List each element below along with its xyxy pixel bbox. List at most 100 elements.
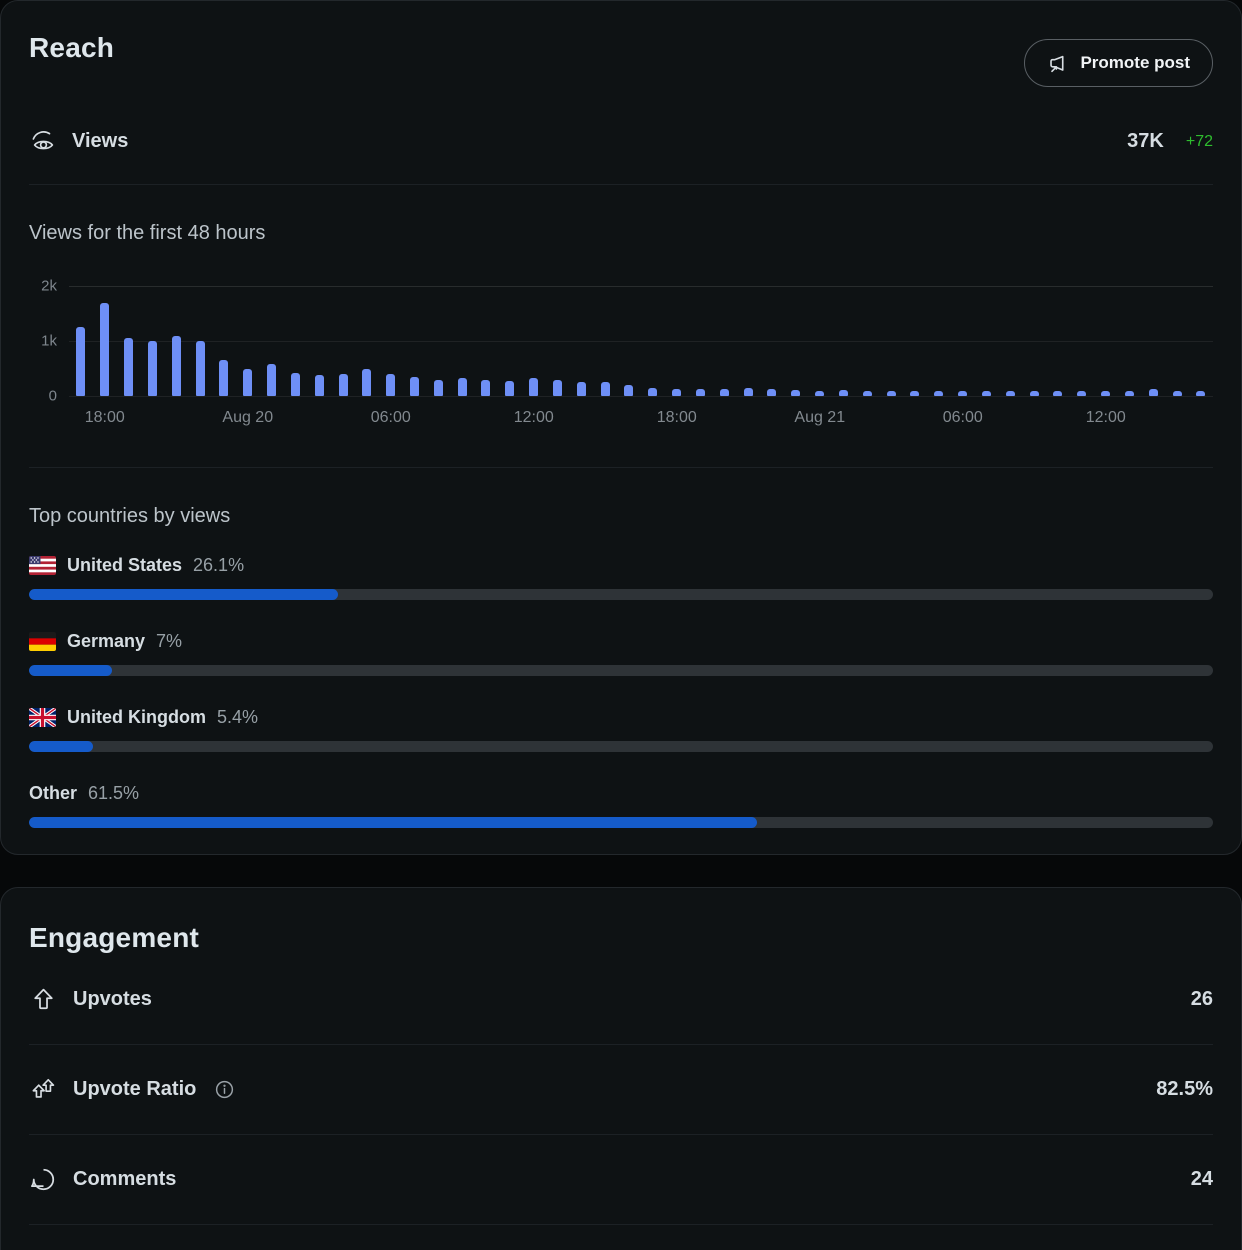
engagement-card: Engagement Upvotes 26 Upvote Ratio	[0, 887, 1242, 1250]
reach-title: Reach	[29, 32, 115, 63]
x-tick-label: 06:00	[370, 409, 411, 426]
views-bar[interactable]	[1124, 391, 1134, 396]
views-bar[interactable]	[648, 387, 658, 396]
views-bar[interactable]	[600, 382, 610, 396]
views-bar[interactable]	[481, 379, 491, 396]
views-bar[interactable]	[505, 380, 515, 396]
views-bar[interactable]	[886, 391, 896, 396]
views-bar[interactable]	[195, 341, 205, 396]
upvote-ratio-row: Upvote Ratio 82.5%	[29, 1045, 1213, 1135]
chart-bars	[69, 286, 1213, 396]
views-bar[interactable]	[243, 368, 253, 396]
country-percent: 26.1%	[193, 554, 245, 575]
views-bar[interactable]	[934, 391, 944, 396]
reach-card: Reach Promote post Views 37K	[0, 0, 1242, 855]
progress-fill	[29, 817, 758, 828]
views-row: Views 37K +72	[29, 127, 1213, 156]
upvote-ratio-value: 82.5%	[1156, 1078, 1213, 1100]
engagement-title: Engagement	[29, 922, 200, 953]
views-bar[interactable]	[410, 376, 419, 396]
views-bar[interactable]	[1029, 391, 1039, 396]
views-plot	[69, 286, 1213, 397]
upvotes-row: Upvotes 26	[29, 955, 1213, 1045]
x-tick-label: 18:00	[656, 409, 697, 426]
comments-label: Comments	[73, 1168, 177, 1190]
country-row-other: Other 61.5%	[29, 780, 1213, 828]
views-bar[interactable]	[552, 379, 562, 396]
comments-value: 24	[1190, 1168, 1213, 1190]
gb-flag-icon	[29, 707, 56, 727]
views-bar[interactable]	[1148, 389, 1158, 396]
progress-fill	[29, 589, 339, 600]
progress-track	[29, 589, 1213, 600]
views-bar[interactable]	[290, 372, 300, 396]
views-bar[interactable]	[719, 388, 729, 396]
progress-track	[29, 741, 1213, 752]
country-row-united-states: United States 26.1%	[29, 552, 1213, 600]
views-bar[interactable]	[981, 390, 991, 396]
views-chart: 2k 1k 0 18:00 Aug 20 06:00 12:00 18:00 Aug 21…	[29, 278, 1213, 431]
views-bar[interactable]	[124, 338, 134, 396]
views-bar[interactable]	[457, 378, 467, 396]
chart-x-axis: 18:00 Aug 20 06:00 12:00 18:00 Aug 21 06:00 12:…	[69, 409, 1213, 431]
views-bar[interactable]	[529, 378, 539, 396]
x-tick-label: 12:00	[1085, 409, 1126, 426]
us-flag-icon	[29, 555, 56, 575]
views-bar[interactable]	[815, 390, 825, 396]
views-bar[interactable]	[76, 327, 86, 396]
views-value: 37K	[1127, 130, 1164, 152]
views-bar[interactable]	[1005, 391, 1015, 396]
views-bar[interactable]	[576, 381, 586, 396]
info-icon[interactable]	[214, 1079, 235, 1100]
country-name: United States	[67, 554, 183, 575]
country-percent: 61.5%	[88, 782, 140, 803]
megaphone-icon	[1047, 52, 1070, 75]
views-bar[interactable]	[672, 388, 682, 396]
views-bar[interactable]	[314, 375, 324, 396]
views-bar[interactable]	[767, 388, 777, 396]
views-bar[interactable]	[1196, 391, 1206, 396]
views-bar[interactable]	[219, 360, 229, 396]
views-bar[interactable]	[1172, 391, 1182, 396]
promote-post-button[interactable]: Promote post	[1024, 39, 1213, 87]
x-tick-label: 06:00	[942, 409, 983, 426]
views-bar[interactable]	[1101, 391, 1111, 396]
views-bar[interactable]	[147, 341, 157, 396]
x-tick-label: Aug 21	[794, 409, 846, 426]
progress-track	[29, 665, 1213, 676]
y-tick-label: 2k	[41, 277, 57, 295]
views-bar[interactable]	[171, 335, 181, 396]
views-bar[interactable]	[1077, 391, 1087, 396]
views-bar[interactable]	[862, 391, 872, 396]
y-tick-label: 1k	[41, 332, 57, 350]
views-bar[interactable]	[791, 389, 801, 396]
x-tick-label: 12:00	[513, 409, 554, 426]
views-bar[interactable]	[267, 364, 277, 396]
views-bar[interactable]	[100, 302, 110, 396]
views-bar[interactable]	[338, 374, 348, 396]
x-tick-label: Aug 20	[222, 409, 274, 426]
views-bar[interactable]	[386, 374, 396, 396]
comments-row: Comments 24	[29, 1135, 1213, 1225]
views-bar[interactable]	[838, 389, 848, 396]
country-name: Germany	[67, 630, 146, 651]
country-row-germany: Germany 7%	[29, 628, 1213, 676]
views-bar[interactable]	[433, 379, 443, 396]
country-percent: 5.4%	[216, 706, 259, 727]
views-bar[interactable]	[624, 385, 634, 396]
gridline-1k	[69, 341, 1213, 342]
progress-fill	[29, 741, 93, 752]
views-bar[interactable]	[362, 368, 372, 396]
views-bar[interactable]	[958, 391, 968, 396]
views-bar[interactable]	[743, 387, 753, 396]
divider	[29, 184, 1213, 185]
country-name: United Kingdom	[67, 706, 206, 727]
countries-title: Top countries by views	[29, 505, 231, 527]
upvote-icon	[29, 985, 58, 1014]
de-flag-icon	[29, 631, 56, 651]
chart-title: Views for the first 48 hours	[29, 222, 266, 244]
views-bar[interactable]	[1053, 391, 1063, 396]
views-bar[interactable]	[910, 391, 920, 396]
views-bar[interactable]	[695, 389, 705, 396]
